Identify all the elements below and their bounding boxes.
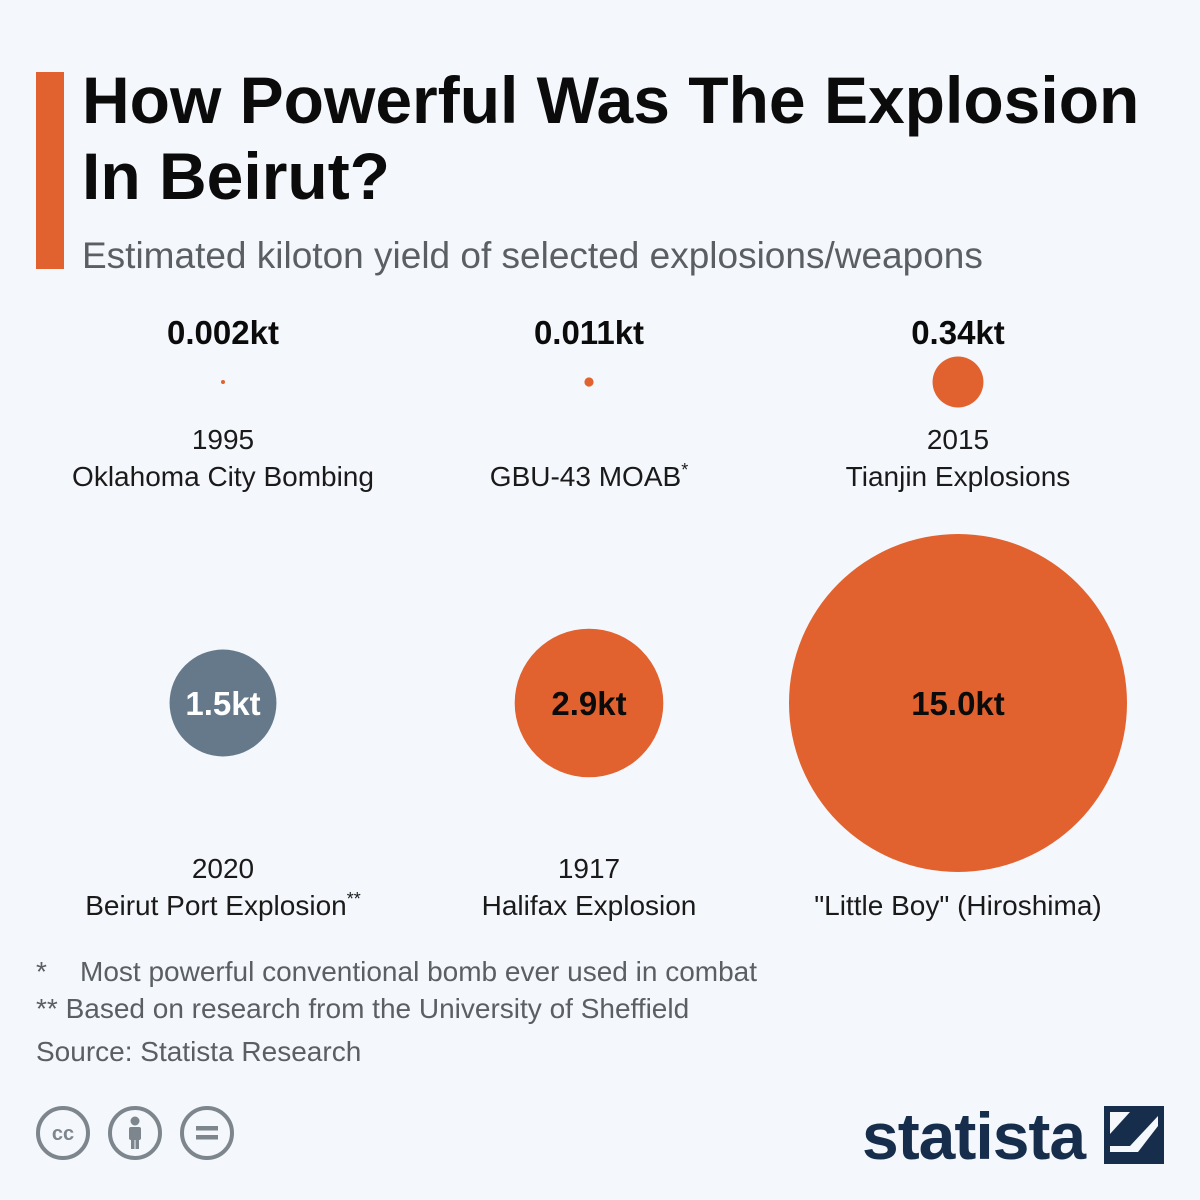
title-accent-bar xyxy=(36,72,64,269)
year-label-2: 2015 xyxy=(927,424,989,455)
chart-subtitle: Estimated kiloton yield of selected expl… xyxy=(82,235,983,276)
name-label-3: Beirut Port Explosion** xyxy=(85,889,360,921)
year-label-4: 1917 xyxy=(558,853,620,884)
bubble-2 xyxy=(932,356,984,408)
value-label-4: 2.9kt xyxy=(551,685,626,722)
no-derivatives-icon[interactable] xyxy=(180,1106,234,1160)
bubble-0 xyxy=(221,380,225,384)
value-label-0: 0.002kt xyxy=(167,314,279,351)
footnotes: * Most powerful conventional bomb ever us… xyxy=(36,953,1036,1027)
name-label-1: GBU-43 MOAB* xyxy=(490,460,688,492)
value-label-2: 0.34kt xyxy=(911,314,1005,351)
name-label-4: Halifax Explosion xyxy=(482,890,697,921)
value-label-1: 0.011kt xyxy=(534,314,644,351)
footnote-2: ** Based on research from the University… xyxy=(36,990,1036,1027)
bubble-3 xyxy=(169,649,277,757)
statista-logo-icon xyxy=(1104,1106,1164,1164)
footnote-1: * Most powerful conventional bomb ever us… xyxy=(36,953,1036,990)
bubble-4 xyxy=(514,628,664,778)
footnote-2-marker: ** xyxy=(36,993,58,1024)
source-note: Source: Statista Research xyxy=(36,1036,362,1067)
chart-title: How Powerful Was The Explosion In Beirut… xyxy=(82,63,1140,213)
name-label-2: Tianjin Explosions xyxy=(846,461,1071,492)
name-label-0: Oklahoma City Bombing xyxy=(72,461,374,492)
bubble-5 xyxy=(789,534,1127,872)
name-label-5: "Little Boy" (Hiroshima) xyxy=(814,890,1102,921)
footnote-2-text: Based on research from the University of… xyxy=(65,993,690,1024)
statista-logo-text: statista xyxy=(862,1099,1086,1173)
year-label-0: 1995 xyxy=(192,424,254,455)
svg-text:cc: cc xyxy=(52,1123,74,1145)
creative-commons-icon[interactable]: cc xyxy=(36,1106,90,1160)
footnote-1-marker: * xyxy=(36,956,47,987)
bubble-1 xyxy=(584,377,594,387)
attribution-icon[interactable] xyxy=(108,1106,162,1160)
value-label-3: 1.5kt xyxy=(185,685,260,722)
footnote-1-text: Most powerful conventional bomb ever use… xyxy=(80,956,758,987)
year-label-3: 2020 xyxy=(192,853,254,884)
value-label-5: 15.0kt xyxy=(911,685,1005,722)
